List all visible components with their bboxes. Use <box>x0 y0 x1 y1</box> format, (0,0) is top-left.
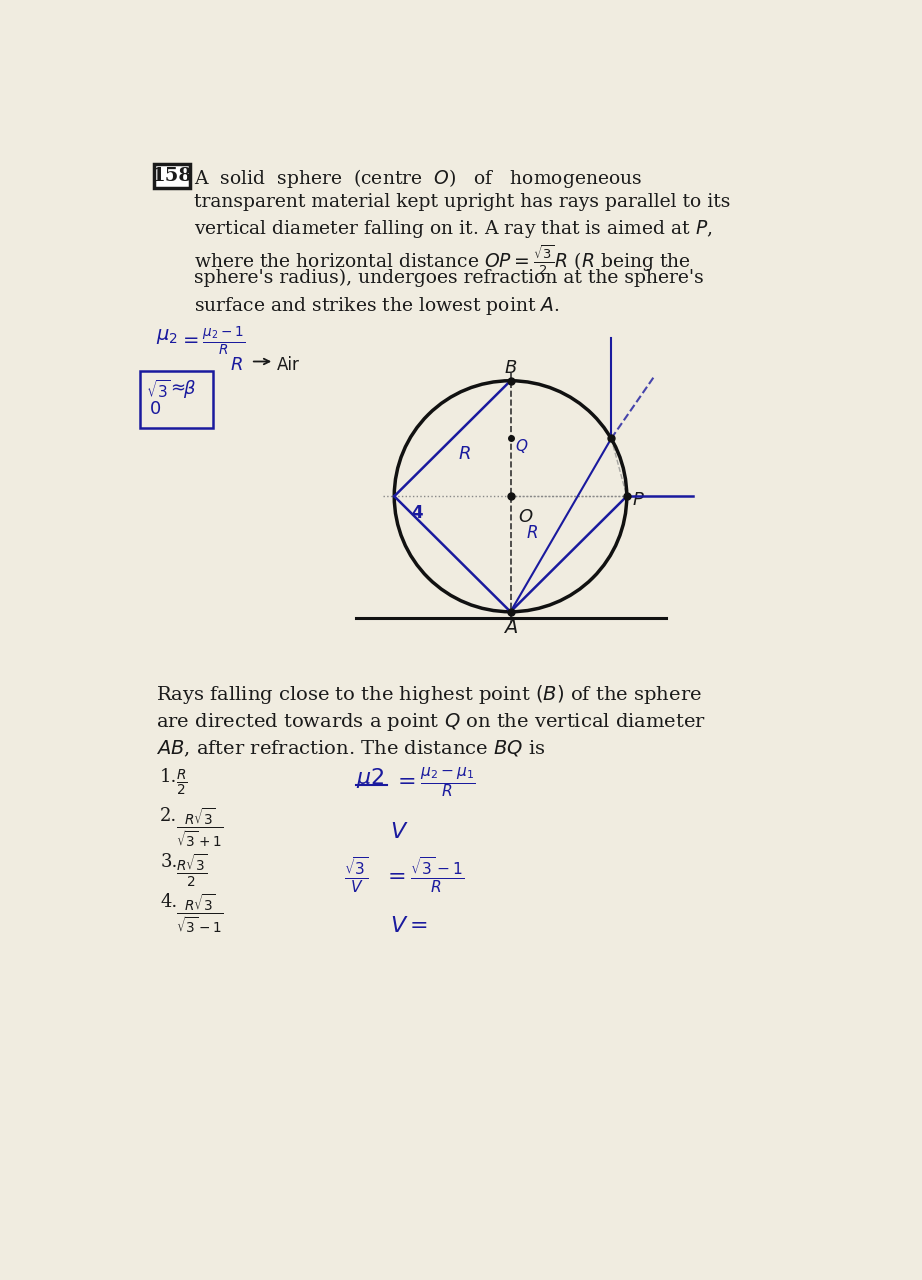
Text: $= \frac{\sqrt{3}-1}{R}$: $= \frac{\sqrt{3}-1}{R}$ <box>383 856 464 895</box>
FancyBboxPatch shape <box>154 164 190 188</box>
Text: $V =$: $V =$ <box>390 916 428 936</box>
Text: $V$: $V$ <box>390 822 408 842</box>
Text: 158: 158 <box>151 166 193 184</box>
Text: $= \frac{\mu_2 - 1}{R}$: $= \frac{\mu_2 - 1}{R}$ <box>179 325 245 357</box>
Text: $= \frac{\mu_2 - \mu_1}{R}$: $= \frac{\mu_2 - \mu_1}{R}$ <box>393 765 476 800</box>
Text: surface and strikes the lowest point $A$.: surface and strikes the lowest point $A$… <box>195 294 560 316</box>
Text: where the horizontal distance $OP = \frac{\sqrt{3}}{2}R$ ($R$ being the: where the horizontal distance $OP = \fra… <box>195 243 692 278</box>
Text: $R$: $R$ <box>526 525 538 541</box>
Text: 2.: 2. <box>160 806 177 824</box>
Text: 4.: 4. <box>160 893 177 911</box>
Text: 3.: 3. <box>160 852 178 870</box>
Text: $0$: $0$ <box>148 399 160 419</box>
Text: $AB$, after refraction. The distance $BQ$ is: $AB$, after refraction. The distance $BQ… <box>156 739 545 759</box>
Text: $\sqrt{3}$: $\sqrt{3}$ <box>147 379 171 401</box>
Text: $R$: $R$ <box>230 356 242 374</box>
Text: A  solid  sphere  (centre  $O$)   of   homogeneous: A solid sphere (centre $O$) of homogeneo… <box>195 168 643 191</box>
Text: $\beta$: $\beta$ <box>183 378 195 399</box>
Text: 4: 4 <box>412 504 423 522</box>
Text: vertical diameter falling on it. A ray that is aimed at $P$,: vertical diameter falling on it. A ray t… <box>195 219 713 241</box>
Text: $\frac{\sqrt{3}}{V}$: $\frac{\sqrt{3}}{V}$ <box>344 856 369 895</box>
Text: Rays falling close to the highest point $(B)$ of the sphere: Rays falling close to the highest point … <box>156 684 702 707</box>
Text: are directed towards a point $Q$ on the vertical diameter: are directed towards a point $Q$ on the … <box>156 712 705 733</box>
Text: $O$: $O$ <box>518 508 534 526</box>
Text: transparent material kept upright has rays parallel to its: transparent material kept upright has ra… <box>195 193 730 211</box>
Text: $\frac{R\sqrt{3}}{\sqrt{3}-1}$: $\frac{R\sqrt{3}}{\sqrt{3}-1}$ <box>176 893 223 936</box>
Text: $\approx$: $\approx$ <box>167 376 186 396</box>
Text: $\frac{R\sqrt{3}}{\sqrt{3}+1}$: $\frac{R\sqrt{3}}{\sqrt{3}+1}$ <box>176 806 223 850</box>
Text: 1.: 1. <box>160 768 178 786</box>
Text: $\mu 2$: $\mu 2$ <box>356 765 384 790</box>
Text: $Q$: $Q$ <box>515 438 529 456</box>
Text: sphere's radius), undergoes refraction at the sphere's: sphere's radius), undergoes refraction a… <box>195 269 704 287</box>
Text: $\frac{R\sqrt{3}}{2}$: $\frac{R\sqrt{3}}{2}$ <box>176 852 207 888</box>
Text: $P$: $P$ <box>632 492 645 509</box>
Text: $B$: $B$ <box>504 358 517 376</box>
Text: $\mu_2$: $\mu_2$ <box>156 326 177 346</box>
Text: Air: Air <box>277 356 300 374</box>
Text: $A$: $A$ <box>503 620 518 637</box>
Text: $R$: $R$ <box>457 445 470 463</box>
Text: $\frac{R}{2}$: $\frac{R}{2}$ <box>176 768 187 799</box>
